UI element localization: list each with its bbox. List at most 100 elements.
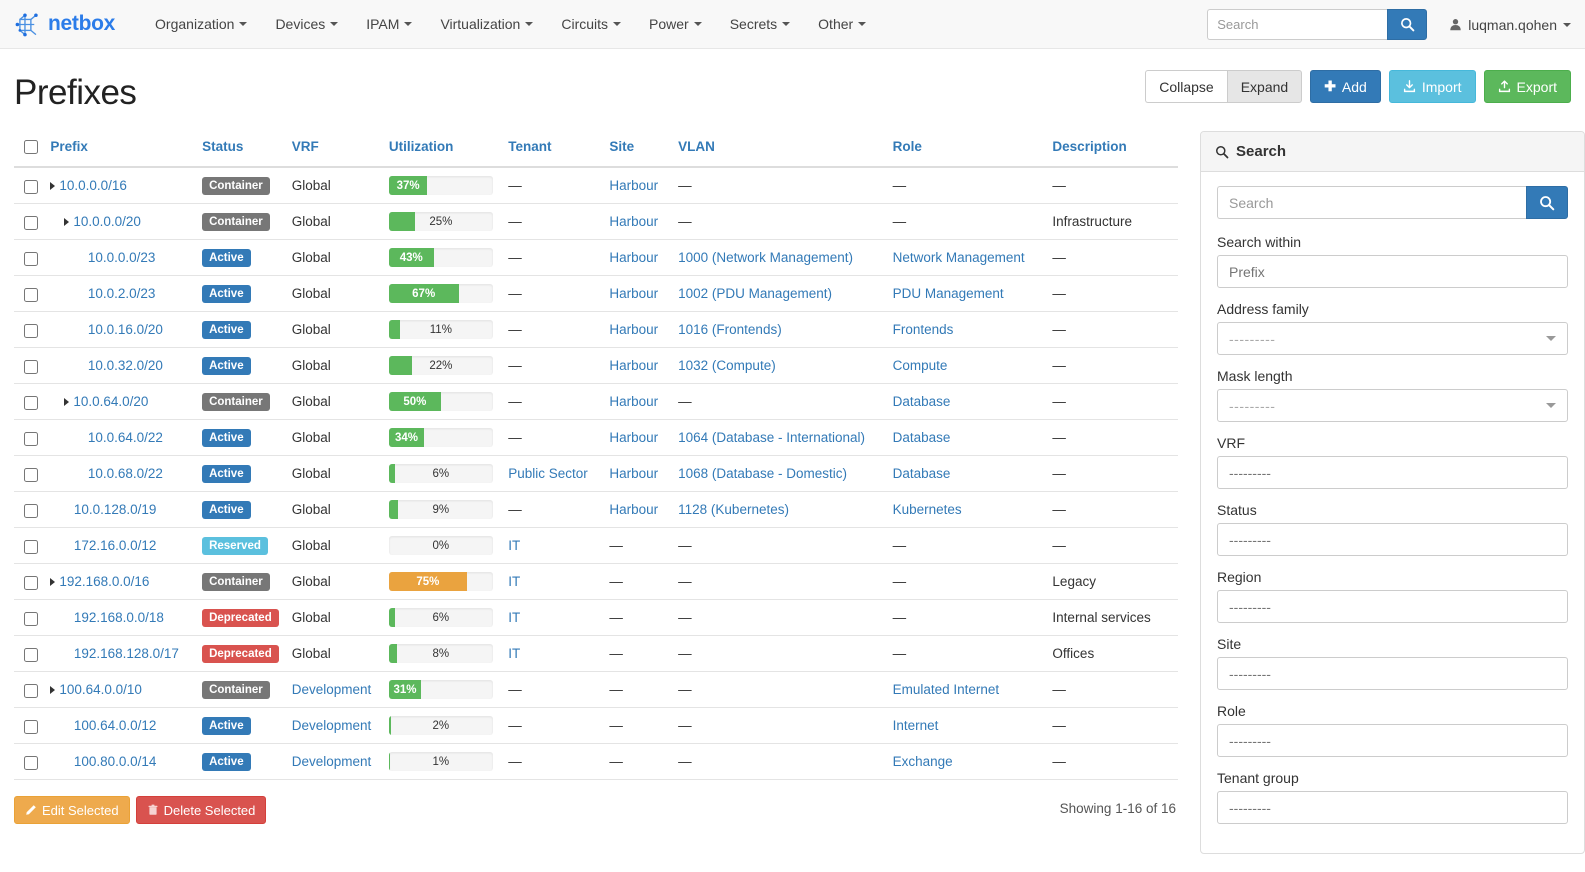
filter-input-region[interactable]	[1217, 590, 1568, 623]
prefix-link[interactable]: 10.0.16.0/20	[87, 322, 163, 338]
prefix-link[interactable]: 192.168.128.0/17	[73, 646, 179, 662]
role-link[interactable]: Exchange	[892, 754, 953, 770]
sidebar-search-button[interactable]	[1526, 186, 1568, 219]
row-checkbox[interactable]	[24, 539, 38, 554]
prefix-link[interactable]: 172.16.0.0/12	[73, 538, 157, 554]
import-button[interactable]: Import	[1388, 70, 1476, 103]
role-link[interactable]: Emulated Internet	[892, 682, 1000, 698]
sidebar-search-input[interactable]	[1217, 186, 1526, 219]
site-link[interactable]: Harbour	[609, 394, 659, 410]
site-link[interactable]: Harbour	[609, 358, 659, 374]
column-header-utilization[interactable]: Utilization	[382, 131, 503, 169]
expand-triangle-icon[interactable]	[64, 397, 70, 406]
vlan-link[interactable]: 1016 (Frontends)	[678, 322, 782, 338]
netbox-brand[interactable]: netbox	[10, 11, 115, 38]
vrf-link[interactable]: Development	[291, 754, 372, 770]
row-checkbox[interactable]	[24, 215, 38, 230]
prefix-link[interactable]: 10.0.68.0/22	[87, 466, 163, 482]
vlan-link[interactable]: 1002 (PDU Management)	[678, 286, 832, 302]
column-header-vlan[interactable]: VLAN	[672, 131, 887, 169]
row-checkbox[interactable]	[24, 395, 38, 410]
delete-selected-button[interactable]: Delete Selected	[135, 796, 267, 825]
nav-item-other[interactable]: Other	[804, 0, 880, 48]
prefix-link[interactable]: 10.0.0.0/20	[73, 214, 141, 230]
expand-triangle-icon[interactable]	[64, 217, 70, 226]
collapse-button[interactable]: Collapse	[1145, 70, 1227, 103]
role-link[interactable]: Database	[892, 430, 951, 446]
column-header-status[interactable]: Status	[196, 131, 286, 169]
nav-item-organization[interactable]: Organization	[141, 0, 261, 48]
edit-selected-button[interactable]: Edit Selected	[14, 796, 130, 825]
nav-item-circuits[interactable]: Circuits	[547, 0, 635, 48]
select-all-checkbox[interactable]	[24, 140, 38, 155]
role-link[interactable]: Database	[892, 466, 951, 482]
prefix-link[interactable]: 192.168.0.0/18	[73, 610, 164, 626]
row-checkbox[interactable]	[24, 575, 38, 590]
prefix-link[interactable]: 10.0.0.0/23	[87, 250, 156, 266]
role-link[interactable]: Internet	[892, 718, 939, 734]
vrf-link[interactable]: Development	[291, 718, 372, 734]
tenant-link[interactable]: Public Sector	[508, 466, 588, 482]
vlan-link[interactable]: 1064 (Database - International)	[678, 430, 866, 446]
prefix-link[interactable]: 10.0.0.0/16	[59, 178, 127, 194]
prefix-link[interactable]: 100.80.0.0/14	[73, 754, 157, 770]
row-checkbox[interactable]	[24, 359, 38, 374]
site-link[interactable]: Harbour	[609, 430, 659, 446]
filter-input-site[interactable]	[1217, 657, 1568, 690]
row-checkbox[interactable]	[24, 683, 38, 698]
column-header-description[interactable]: Description	[1046, 131, 1178, 169]
column-header-prefix[interactable]: Prefix	[44, 131, 197, 169]
prefix-link[interactable]: 10.0.2.0/23	[87, 286, 156, 302]
role-link[interactable]: PDU Management	[892, 286, 1004, 302]
prefix-link[interactable]: 10.0.128.0/19	[73, 502, 157, 518]
filter-input-vrf[interactable]	[1217, 456, 1568, 489]
role-link[interactable]: Frontends	[892, 322, 954, 338]
site-link[interactable]: Harbour	[609, 250, 659, 266]
site-link[interactable]: Harbour	[609, 502, 659, 518]
column-header-vrf[interactable]: VRF	[285, 131, 383, 169]
prefix-link[interactable]: 192.168.0.0/16	[59, 574, 150, 590]
filter-input-status[interactable]	[1217, 523, 1568, 556]
row-checkbox[interactable]	[24, 431, 38, 446]
column-header-site[interactable]: Site	[603, 131, 673, 169]
role-link[interactable]: Network Management	[892, 250, 1025, 266]
vlan-link[interactable]: 1000 (Network Management)	[678, 250, 853, 266]
filter-input-role[interactable]	[1217, 724, 1568, 757]
row-checkbox[interactable]	[24, 467, 38, 482]
site-link[interactable]: Harbour	[609, 322, 659, 338]
user-menu[interactable]: luqman.qohen	[1449, 17, 1571, 33]
filter-input-search-within[interactable]	[1217, 255, 1568, 288]
global-search-button[interactable]	[1387, 9, 1428, 40]
site-link[interactable]: Harbour	[609, 214, 659, 230]
add-button[interactable]: ✚ Add	[1310, 70, 1381, 103]
nav-item-virtualization[interactable]: Virtualization	[426, 0, 547, 48]
prefix-link[interactable]: 100.64.0.0/12	[73, 718, 157, 734]
global-search-input[interactable]	[1207, 9, 1388, 40]
expand-triangle-icon[interactable]	[50, 181, 56, 190]
row-checkbox[interactable]	[24, 179, 38, 194]
expand-triangle-icon[interactable]	[50, 577, 56, 586]
column-header-role[interactable]: Role	[886, 131, 1047, 169]
tenant-link[interactable]: IT	[508, 610, 521, 626]
nav-item-secrets[interactable]: Secrets	[716, 0, 804, 48]
prefix-link[interactable]: 10.0.64.0/22	[87, 430, 163, 446]
tenant-link[interactable]: IT	[508, 646, 521, 662]
expand-button[interactable]: Expand	[1226, 70, 1303, 103]
vlan-link[interactable]: 1128 (Kubernetes)	[678, 502, 789, 518]
vrf-link[interactable]: Development	[291, 682, 372, 698]
nav-item-devices[interactable]: Devices	[261, 0, 352, 48]
role-link[interactable]: Kubernetes	[892, 502, 962, 518]
row-checkbox[interactable]	[24, 611, 38, 626]
column-header-tenant[interactable]: Tenant	[502, 131, 604, 169]
filter-select-mask-length[interactable]: ---------	[1217, 389, 1568, 422]
export-button[interactable]: Export	[1483, 70, 1571, 103]
prefix-link[interactable]: 10.0.32.0/20	[87, 358, 163, 374]
site-link[interactable]: Harbour	[609, 466, 659, 482]
row-checkbox[interactable]	[24, 287, 38, 302]
row-checkbox[interactable]	[24, 503, 38, 518]
prefix-link[interactable]: 100.64.0.0/10	[59, 682, 142, 698]
nav-item-ipam[interactable]: IPAM	[352, 0, 426, 48]
vlan-link[interactable]: 1068 (Database - Domestic)	[678, 466, 847, 482]
row-checkbox[interactable]	[24, 323, 38, 338]
vlan-link[interactable]: 1032 (Compute)	[678, 358, 776, 374]
